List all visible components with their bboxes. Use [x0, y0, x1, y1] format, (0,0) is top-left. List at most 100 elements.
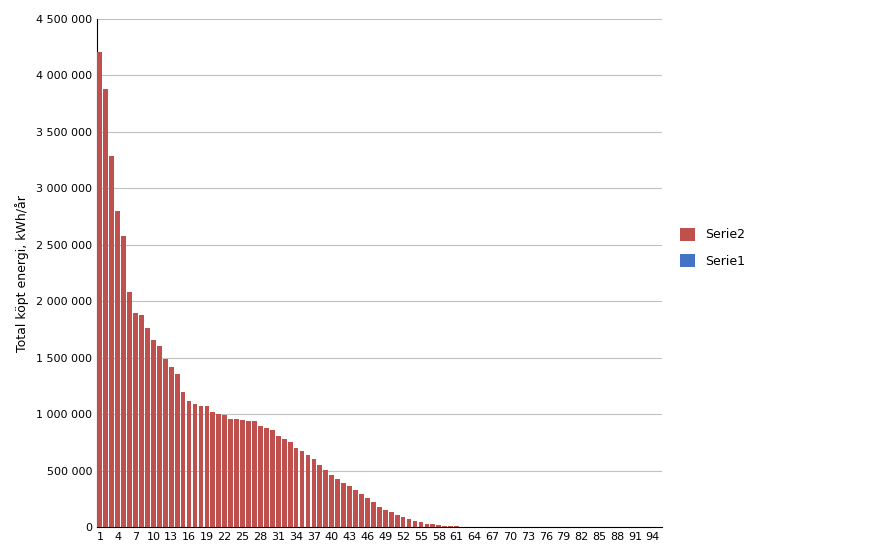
Bar	[151, 405, 156, 527]
Bar	[389, 517, 393, 527]
Bar	[365, 506, 370, 527]
Bar	[383, 510, 388, 527]
Bar	[258, 451, 263, 527]
Bar	[413, 521, 417, 527]
Bar	[122, 236, 126, 527]
Bar	[240, 420, 245, 527]
Bar	[103, 89, 108, 527]
Bar	[240, 439, 245, 527]
Bar	[341, 483, 346, 527]
Bar	[454, 526, 459, 527]
Bar	[276, 454, 280, 527]
Bar	[353, 499, 358, 527]
Bar	[163, 413, 168, 527]
Bar	[443, 526, 447, 527]
Bar	[335, 492, 340, 527]
Bar	[145, 329, 150, 527]
Bar	[222, 416, 227, 527]
Bar	[145, 392, 150, 527]
Bar	[318, 465, 322, 527]
Bar	[430, 526, 435, 527]
Bar	[300, 471, 304, 527]
Bar	[235, 437, 239, 527]
Bar	[211, 412, 215, 527]
Bar	[294, 448, 298, 527]
Bar	[424, 524, 430, 527]
Bar	[216, 414, 221, 527]
Bar	[246, 441, 250, 527]
Bar	[103, 208, 108, 527]
Bar	[377, 512, 382, 527]
Bar	[139, 383, 144, 527]
Bar	[258, 426, 263, 527]
Bar	[222, 430, 227, 527]
Bar	[359, 494, 364, 527]
Bar	[383, 515, 388, 527]
Bar	[264, 451, 269, 527]
Bar	[127, 292, 132, 527]
Bar	[116, 359, 120, 527]
Bar	[109, 312, 114, 527]
Bar	[413, 525, 417, 527]
Bar	[305, 455, 310, 527]
Bar	[329, 475, 334, 527]
Bar	[395, 520, 400, 527]
Bar	[168, 367, 174, 527]
Bar	[181, 392, 185, 527]
Bar	[133, 375, 138, 527]
Bar	[235, 419, 239, 527]
Bar	[192, 419, 198, 527]
Bar	[264, 428, 269, 527]
Bar	[216, 427, 221, 527]
Bar	[341, 495, 346, 527]
Bar	[133, 312, 138, 527]
Bar	[371, 509, 376, 527]
Bar	[365, 499, 370, 527]
Bar	[324, 470, 328, 527]
Bar	[395, 515, 400, 527]
Bar	[305, 476, 310, 527]
Bar	[448, 526, 453, 527]
Bar	[192, 404, 198, 527]
Bar	[377, 507, 382, 527]
Bar	[252, 441, 257, 527]
Bar	[311, 478, 317, 527]
Bar	[294, 464, 298, 527]
Bar	[270, 452, 274, 527]
Bar	[407, 519, 411, 527]
Bar	[116, 211, 120, 527]
Bar	[205, 420, 209, 527]
Bar	[318, 482, 322, 527]
Bar	[168, 409, 174, 527]
Bar	[353, 490, 358, 527]
Bar	[282, 439, 287, 527]
Bar	[151, 340, 156, 527]
Bar	[348, 497, 352, 527]
Y-axis label: Total köpt energi, kWh/år: Total köpt energi, kWh/år	[15, 194, 29, 351]
Bar	[419, 526, 423, 527]
Bar	[424, 526, 430, 527]
Bar	[400, 517, 406, 527]
Bar	[205, 406, 209, 527]
Bar	[139, 315, 144, 527]
Bar	[187, 414, 191, 527]
Bar	[98, 52, 102, 527]
Bar	[311, 460, 317, 527]
Bar	[288, 442, 293, 527]
Bar	[228, 419, 233, 527]
Bar	[437, 525, 441, 527]
Bar	[460, 526, 465, 527]
Bar	[282, 456, 287, 527]
Bar	[157, 346, 161, 527]
Bar	[198, 406, 204, 527]
Bar	[430, 525, 435, 527]
Bar	[98, 132, 102, 527]
Bar	[329, 490, 334, 527]
Bar	[359, 503, 364, 527]
Bar	[163, 359, 168, 527]
Bar	[175, 374, 180, 527]
Bar	[335, 478, 340, 527]
Bar	[127, 342, 132, 527]
Bar	[270, 430, 274, 527]
Bar	[157, 411, 161, 527]
